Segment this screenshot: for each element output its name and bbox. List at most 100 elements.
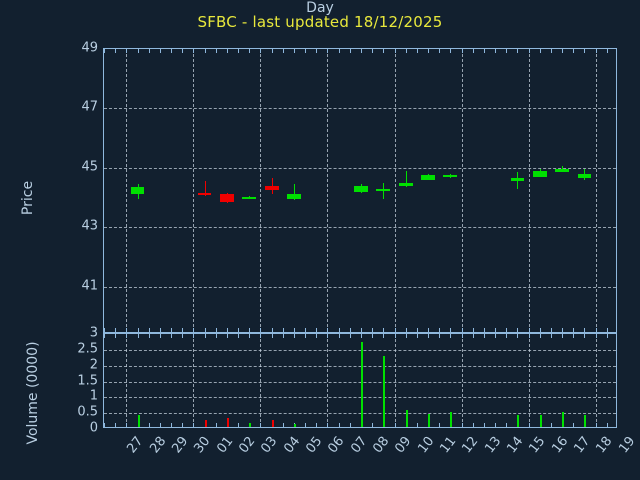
candlestick-body: [398, 182, 413, 186]
x-tick-label: 19: [616, 434, 639, 457]
volume-axis-tick: [573, 334, 575, 338]
price-axis-tick: [450, 328, 452, 332]
price-axis-tick: [316, 49, 318, 53]
price-tick-label: 45: [81, 159, 98, 175]
price-axis-tick: [159, 328, 161, 332]
price-axis-tick: [215, 49, 217, 53]
price-axis-tick: [115, 328, 117, 332]
price-axis-tick: [316, 328, 318, 332]
volume-gridline-vertical: [126, 334, 128, 427]
price-axis-tick: [606, 328, 608, 332]
volume-axis-tick: [126, 423, 128, 427]
volume-axis-tick: [338, 423, 340, 427]
volume-axis-tick: [361, 334, 362, 338]
volume-axis-tick: [539, 334, 541, 338]
price-axis-tick: [249, 49, 251, 53]
price-axis-tick: [238, 328, 240, 332]
volume-bar: [450, 411, 452, 427]
price-axis-tick: [293, 328, 295, 332]
price-axis-tick: [104, 328, 105, 332]
price-axis-tick: [249, 328, 251, 332]
volume-axis-tick: [428, 334, 430, 338]
x-tick-label: 02: [236, 434, 259, 457]
volume-axis-tick: [461, 334, 463, 338]
price-axis-tick: [539, 328, 541, 332]
volume-gridline: [104, 397, 616, 399]
price-axis-tick: [305, 328, 307, 332]
x-tick-label: 16: [549, 434, 572, 457]
volume-axis-tick: [461, 423, 463, 427]
volume-axis-tick: [282, 423, 284, 427]
volume-bar: [562, 411, 564, 427]
volume-axis-tick: [159, 334, 161, 338]
price-tick-label: 41: [81, 278, 98, 293]
volume-tick-label: 2: [89, 357, 98, 373]
volume-axis-tick: [238, 334, 240, 338]
volume-axis-tick: [472, 334, 474, 338]
volume-axis-tick: [506, 334, 508, 338]
volume-bar: [406, 409, 408, 427]
price-axis-tick: [416, 328, 418, 332]
price-axis-tick: [293, 49, 295, 53]
volume-axis-tick: [372, 423, 374, 427]
x-tick-label: 28: [146, 434, 169, 457]
volume-axis-tick: [383, 334, 385, 338]
price-axis-tick: [204, 328, 206, 332]
volume-axis-tick: [405, 334, 407, 338]
volume-gridline-vertical: [327, 334, 329, 427]
volume-bar: [517, 414, 519, 427]
volume-gridline-vertical: [595, 334, 597, 427]
price-tick-label: 49: [81, 40, 98, 56]
price-axis-tick: [584, 49, 586, 53]
volume-tick-label: 1: [89, 388, 98, 404]
price-axis-tick: [282, 328, 284, 332]
price-axis-tick: [472, 49, 474, 53]
volume-axis-tick: [472, 423, 474, 427]
volume-gridline: [104, 365, 616, 367]
volume-bar: [205, 420, 207, 427]
price-axis-tick: [271, 328, 273, 332]
x-tick-label: 18: [593, 434, 616, 457]
price-tick-label: 47: [81, 99, 98, 115]
x-axis-title: Day: [306, 0, 334, 16]
price-gridline: [104, 108, 616, 110]
price-axis-tick: [517, 49, 519, 53]
x-tick-label: 29: [169, 434, 192, 457]
candlestick-body: [287, 194, 301, 199]
candlestick-body: [555, 169, 570, 173]
volume-bar: [540, 414, 542, 427]
volume-axis-tick: [260, 334, 262, 338]
price-axis-tick: [405, 49, 407, 53]
volume-axis-tick: [293, 334, 295, 338]
price-gridline-vertical: [260, 49, 262, 332]
volume-gridline: [104, 349, 616, 351]
price-axis-tick: [193, 328, 195, 332]
price-axis-tick: [428, 328, 430, 332]
price-axis-tick: [338, 328, 340, 332]
x-tick-label: 03: [258, 434, 281, 457]
volume-axis-tick: [148, 334, 150, 338]
price-axis-tick: [428, 49, 430, 53]
volume-axis-tick: [483, 423, 485, 427]
price-gridline: [104, 167, 616, 169]
volume-bar: [361, 341, 363, 427]
price-axis-tick: [573, 328, 575, 332]
price-axis-tick: [361, 328, 362, 332]
volume-gridline: [104, 381, 616, 383]
candlestick-body: [376, 188, 391, 191]
price-axis-tick: [338, 49, 340, 53]
price-axis-tick: [562, 328, 564, 332]
volume-gridline-vertical: [193, 334, 195, 427]
volume-bar: [584, 414, 586, 427]
price-axis-tick: [226, 328, 228, 332]
volume-axis-tick: [338, 334, 340, 338]
price-axis-tick: [461, 49, 463, 53]
price-axis-tick: [215, 328, 217, 332]
volume-axis-tick: [606, 423, 608, 427]
volume-axis-tick: [260, 423, 262, 427]
volume-gridline: [104, 413, 616, 415]
volume-axis-title: Volume (0000): [25, 341, 41, 445]
volume-bar: [138, 414, 140, 427]
price-axis-tick: [137, 328, 139, 332]
volume-axis-tick: [416, 334, 418, 338]
